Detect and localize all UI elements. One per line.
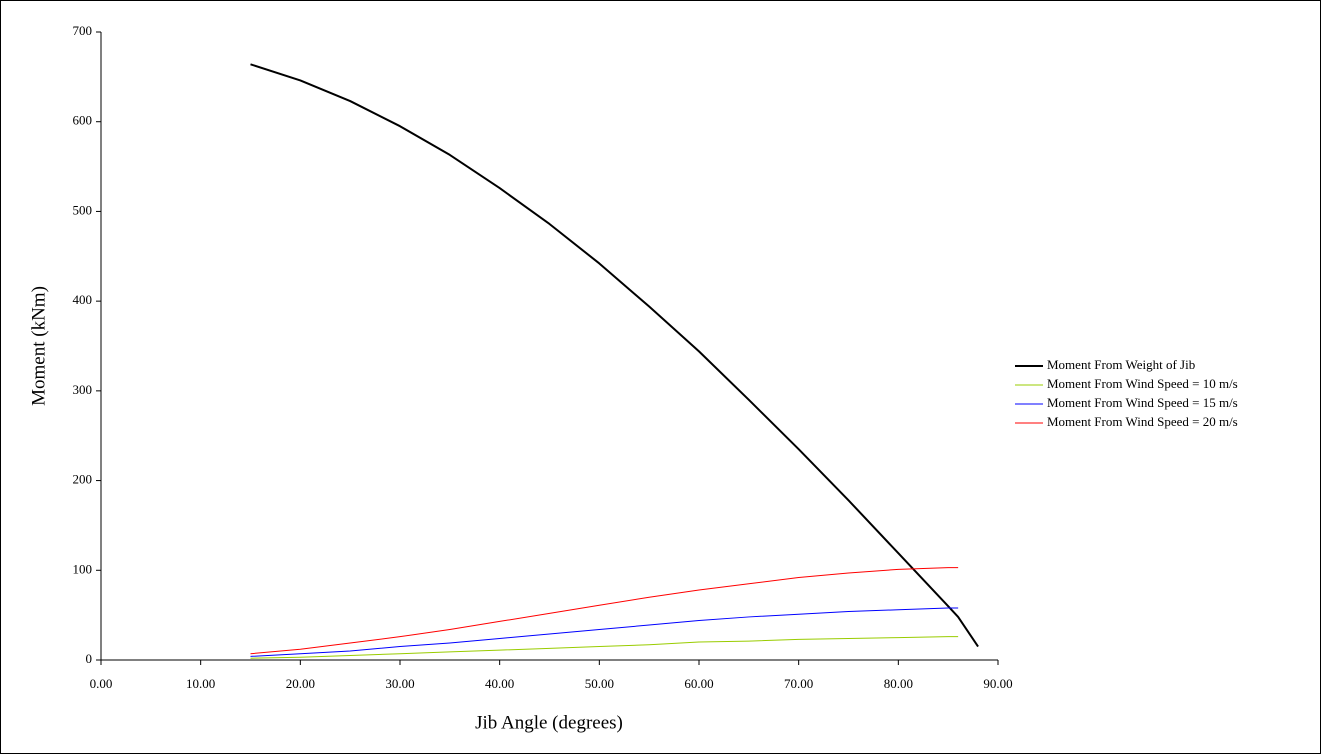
y-tick-label: 700 — [73, 23, 93, 38]
legend-label: Moment From Weight of Jib — [1047, 357, 1195, 372]
series-line — [250, 636, 959, 659]
legend-label: Moment From Wind Speed = 15 m/s — [1047, 395, 1238, 410]
x-tick-label: 10.00 — [186, 676, 215, 691]
x-tick-label: 60.00 — [684, 676, 713, 691]
x-tick-label: 20.00 — [286, 676, 315, 691]
x-axis-title: Jib Angle (degrees) — [475, 712, 623, 733]
y-tick-label: 100 — [73, 561, 93, 576]
series-line — [250, 607, 959, 657]
x-tick-label: 50.00 — [585, 676, 614, 691]
series-line — [250, 567, 959, 655]
y-tick-label: 300 — [73, 382, 93, 397]
legend-label: Moment From Wind Speed = 10 m/s — [1047, 376, 1238, 391]
y-tick-label: 500 — [73, 202, 93, 217]
x-tick-label: 30.00 — [385, 676, 414, 691]
y-axis-title: Moment (kNm) — [28, 286, 49, 406]
x-tick-label: 70.00 — [784, 676, 813, 691]
x-tick-label: 40.00 — [485, 676, 514, 691]
x-tick-label: 80.00 — [884, 676, 913, 691]
x-tick-label: 90.00 — [983, 676, 1012, 691]
legend-label: Moment From Wind Speed = 20 m/s — [1047, 414, 1238, 429]
y-tick-label: 600 — [73, 113, 93, 128]
y-tick-label: 400 — [73, 292, 93, 307]
series-line — [250, 63, 979, 648]
x-tick-label: 0.00 — [90, 676, 113, 691]
y-tick-label: 0 — [86, 651, 93, 666]
y-tick-label: 200 — [73, 472, 93, 487]
